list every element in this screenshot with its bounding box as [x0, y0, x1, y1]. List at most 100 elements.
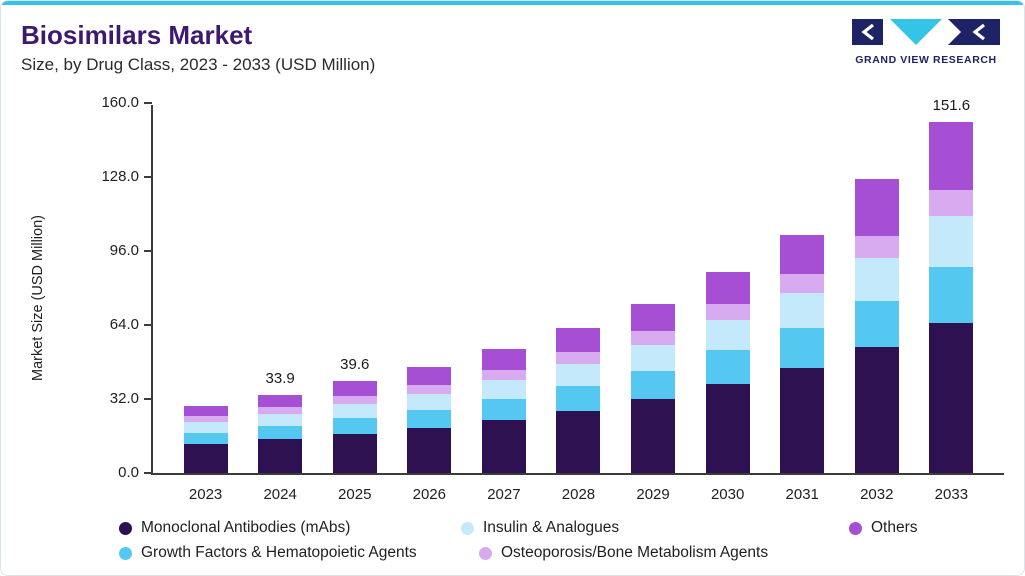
bar-segment — [705, 320, 750, 351]
x-tick-label: 2028 — [561, 486, 596, 503]
bar-segment — [854, 257, 899, 301]
bar-segment — [631, 303, 676, 332]
bar-segment — [407, 384, 452, 394]
chart-legend: Monoclonal Antibodies (mAbs) Insulin & An… — [119, 519, 1024, 562]
bar-stack — [854, 179, 899, 473]
legend-item: Osteoporosis/Bone Metabolism Agents — [479, 544, 768, 562]
bar-segment — [556, 386, 601, 411]
legend-label: Insulin & Analogues — [483, 519, 620, 536]
bar-segment — [854, 300, 899, 347]
legend-label: Osteoporosis/Bone Metabolism Agents — [501, 544, 769, 561]
bar-segment — [631, 345, 676, 371]
bar-stack — [631, 303, 676, 473]
bar-segment — [854, 235, 899, 258]
bar-segment — [780, 234, 825, 275]
bar-2024: 33.9 2024 — [258, 105, 303, 503]
y-axis-label: Market Size (USD Million) — [30, 215, 46, 381]
bar-segment — [780, 367, 825, 473]
bar-stack — [556, 328, 601, 473]
y-tick-mark — [144, 102, 152, 104]
bar-segment — [929, 216, 974, 268]
bar-stack — [929, 122, 974, 473]
x-tick-label: 2031 — [785, 486, 819, 503]
x-tick-label: 2030 — [710, 486, 745, 503]
y-tick-mark — [144, 324, 152, 326]
bar-segment — [854, 346, 899, 473]
y-tick-label: 0.0 — [118, 464, 139, 481]
bars-container: 2023 33.9 2024 39.6 2025 2026 2027 2028 2029 2030… — [153, 97, 1004, 503]
bar-segment — [929, 122, 974, 190]
bar-stack — [258, 394, 303, 473]
legend-label: Growth Factors & Hematopoietic Agents — [141, 544, 417, 561]
y-tick-label: 160.0 — [101, 94, 139, 111]
legend-row: Growth Factors & Hematopoietic Agents Ost… — [119, 544, 1024, 562]
bar-2029: 2029 — [631, 105, 676, 503]
y-tick-mark — [144, 472, 152, 474]
bar-stack — [332, 381, 377, 473]
x-tick-label: 2032 — [860, 486, 894, 503]
bar-segment — [780, 328, 825, 368]
bar-segment — [929, 322, 974, 473]
legend-label: Monoclonal Antibodies (mAbs) — [141, 519, 351, 536]
bar-chart: Market Size (USD Million) 2023 33.9 2024 39… — [1, 94, 1024, 503]
y-tick-label: 96.0 — [109, 242, 139, 259]
plot-area: 2023 33.9 2024 39.6 2025 2026 2027 2028 2029 2030… — [101, 94, 1004, 503]
bar-segment — [705, 271, 750, 305]
bar-segment — [556, 410, 601, 473]
bar-value-label: 39.6 — [340, 356, 370, 374]
bar-segment — [556, 364, 601, 387]
bar-segment — [183, 405, 228, 417]
y-tick-label: 128.0 — [101, 168, 139, 185]
bar-segment — [332, 433, 377, 473]
bar-segment — [780, 274, 825, 293]
y-tick-mark — [144, 250, 152, 252]
bar-segment — [332, 404, 377, 419]
bar-2027: 2027 — [481, 105, 526, 503]
bar-segment — [705, 350, 750, 384]
bar-segment — [705, 383, 750, 473]
legend-label: Others — [871, 519, 918, 536]
y-tick-label: 64.0 — [109, 316, 139, 333]
bar-segment — [183, 416, 228, 423]
bar-2030: 2030 — [705, 105, 750, 503]
x-tick-label: 2023 — [188, 486, 223, 503]
y-tick-mark — [144, 176, 152, 178]
bar-stack — [780, 234, 825, 473]
x-tick-label: 2027 — [487, 486, 521, 503]
bar-segment — [332, 381, 377, 397]
x-tick-label: 2033 — [934, 486, 969, 503]
bar-segment — [481, 349, 526, 370]
bar-segment — [183, 432, 228, 445]
page-subtitle: Size, by Drug Class, 2023 - 2033 (USD Mi… — [21, 54, 376, 74]
x-tick-label: 2026 — [412, 486, 446, 503]
bar-2023: 2023 — [183, 105, 228, 503]
bar-segment — [183, 422, 228, 433]
bar-value-label: 33.9 — [265, 369, 295, 387]
bar-segment — [332, 418, 377, 434]
x-tick-label: 2024 — [263, 486, 297, 503]
bar-segment — [481, 369, 526, 381]
bar-2028: 2028 — [556, 105, 601, 503]
legend-item: Insulin & Analogues — [461, 519, 849, 537]
legend-item: Monoclonal Antibodies (mAbs) — [119, 519, 461, 537]
page-title: Biosimilars Market — [21, 20, 253, 50]
bar-stack — [183, 405, 228, 473]
bar-segment — [929, 267, 974, 323]
bar-segment — [481, 380, 526, 399]
legend-row: Monoclonal Antibodies (mAbs) Insulin & An… — [119, 519, 1024, 537]
grand-view-research-logo: GRAND VIEW RESEARCH — [852, 19, 1000, 66]
bar-stack — [407, 367, 452, 473]
bar-2032: 2032 — [854, 105, 899, 503]
bar-2031: 2031 — [780, 105, 825, 503]
bar-2026: 2026 — [407, 105, 452, 503]
bar-segment — [258, 407, 303, 415]
y-tick-label: 32.0 — [109, 390, 139, 407]
bar-segment — [407, 367, 452, 385]
bar-segment — [481, 419, 526, 473]
bar-segment — [556, 352, 601, 365]
legend-item: Others — [849, 519, 918, 537]
bar-segment — [556, 328, 601, 353]
bar-segment — [183, 444, 228, 473]
legend-dot-icon — [119, 546, 132, 560]
chart-header: Biosimilars Market Size, by Drug Class, … — [1, 5, 1024, 79]
